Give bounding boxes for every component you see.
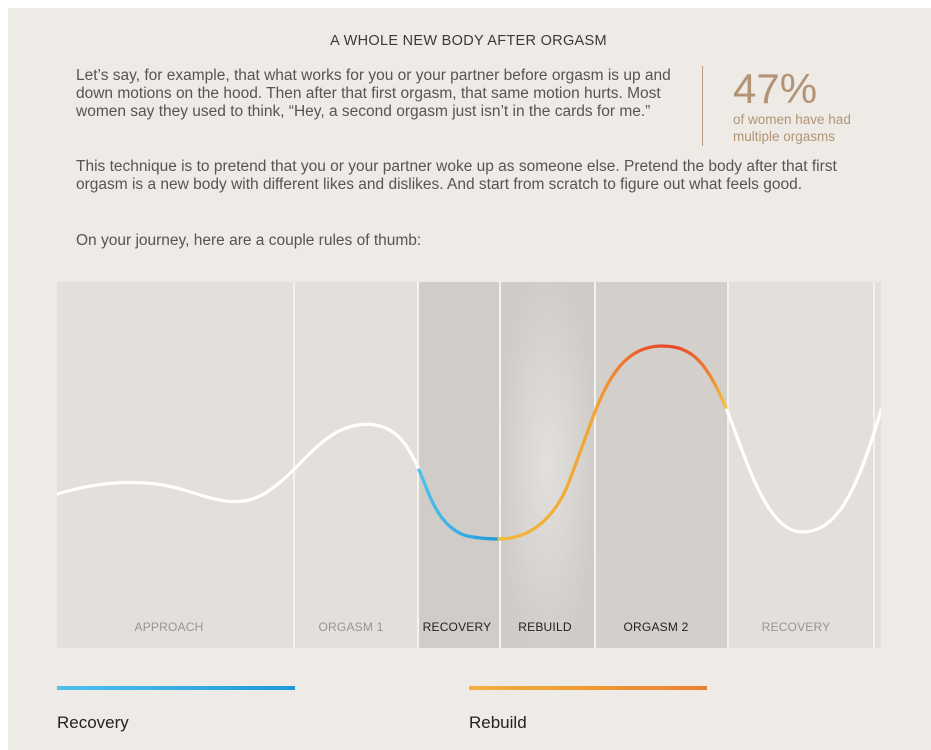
- phase-panel-recovery-final: [729, 282, 873, 648]
- legend-recovery-label: Recovery: [57, 713, 129, 732]
- phase-panels: [57, 282, 881, 648]
- stat-caption: of women have had multiple orgasms: [733, 112, 851, 144]
- paragraph-rules: On your journey, here are a couple rules…: [76, 232, 422, 249]
- legend-recovery-swatch: [57, 686, 295, 690]
- phase-label-recovery-final: RECOVERY: [762, 620, 831, 634]
- phase-label-orgasm-2: ORGASM 2: [624, 620, 689, 634]
- phase-label-recovery: RECOVERY: [423, 620, 492, 634]
- curve-rebuild: [497, 410, 597, 541]
- phase-label-approach: APPROACH: [135, 620, 204, 634]
- stat-divider: [702, 66, 703, 146]
- stat-value: 47%: [733, 65, 818, 112]
- curve-recovery: [417, 468, 501, 541]
- phase-panel-rebuild-highlight: [501, 282, 594, 648]
- arousal-curve: [57, 344, 881, 541]
- phase-panel-recovery-highlight: [419, 282, 499, 648]
- phase-panel-edge: [875, 282, 881, 648]
- phase-label-orgasm-1: ORGASM 1: [319, 620, 384, 634]
- phase-panel-orgasm-2-highlight: [596, 282, 727, 648]
- phase-diagram: APPROACH ORGASM 1 RECOVERY REBUILD ORGAS…: [57, 282, 881, 648]
- curve-approach: [57, 422, 421, 504]
- legend-rebuild-label: Rebuild: [469, 713, 527, 732]
- paragraph-technique: This technique is to pretend that you or…: [76, 158, 837, 193]
- curve-recovery-final: [725, 408, 881, 534]
- phase-panel-approach: [57, 282, 293, 648]
- phase-panel-orgasm-1: [295, 282, 417, 648]
- phase-labels: APPROACH ORGASM 1 RECOVERY REBUILD ORGAS…: [135, 620, 831, 634]
- legend-rebuild-swatch: [469, 686, 707, 690]
- curve-orgasm-2: [593, 344, 729, 414]
- paragraph-intro: Let’s say, for example, that what works …: [76, 67, 671, 120]
- phase-label-rebuild: REBUILD: [518, 620, 572, 634]
- section-title: A WHOLE NEW BODY AFTER ORGASM: [330, 33, 607, 49]
